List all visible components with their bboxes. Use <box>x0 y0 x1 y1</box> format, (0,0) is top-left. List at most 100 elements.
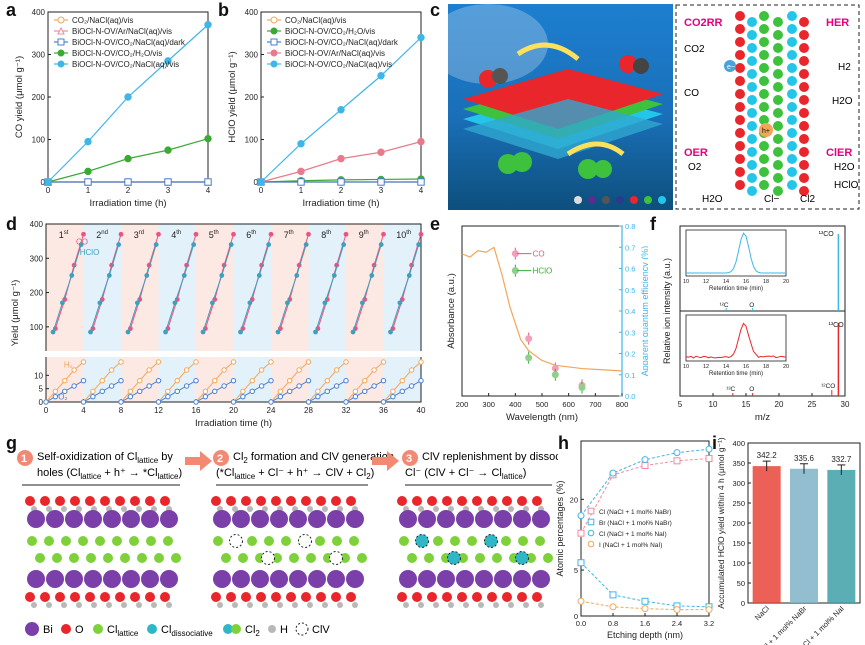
data-point <box>88 330 93 335</box>
h-atom <box>217 602 223 608</box>
o-atom <box>271 496 281 506</box>
bi-atom <box>399 570 417 588</box>
data-point <box>391 389 395 393</box>
h-atom <box>136 506 142 512</box>
cyan-atom <box>787 167 797 177</box>
h-atom <box>61 506 67 512</box>
bi-atom <box>418 570 436 588</box>
bi-atom <box>437 510 455 528</box>
bi-atom <box>65 510 83 528</box>
data-point <box>372 368 376 372</box>
data-point <box>338 155 344 161</box>
step-2-num: 2 <box>217 453 223 465</box>
legend-marker <box>58 39 64 45</box>
bi-atom <box>289 510 307 528</box>
y-tick-label: 400 <box>32 8 46 17</box>
o-atom <box>25 592 35 602</box>
o-atom <box>286 496 296 506</box>
data-point <box>109 368 113 372</box>
cl-atom <box>773 56 783 66</box>
y-tick-label: 50 <box>737 579 745 588</box>
clv-site <box>448 552 461 565</box>
bi-atom <box>213 570 231 588</box>
cyan-atom <box>747 134 757 144</box>
h-atom <box>106 602 112 608</box>
o-atom <box>25 496 35 506</box>
data-point <box>205 135 211 141</box>
step-3-num: 3 <box>406 453 412 465</box>
y-tick-label: 200 <box>30 289 44 298</box>
o-atom <box>55 496 65 506</box>
cl-atom <box>773 160 783 170</box>
h-atom <box>337 602 343 608</box>
o-atom <box>100 592 110 602</box>
y-tick-label: 20 <box>570 495 578 504</box>
x-tick-label: 4 <box>206 186 211 195</box>
data-point <box>338 107 344 113</box>
cyan-atom <box>787 50 797 60</box>
data-point <box>175 389 179 393</box>
o-atom <box>271 592 281 602</box>
x-tick-label: 5 <box>678 400 683 409</box>
cl-atom <box>171 553 181 563</box>
bi-atom <box>456 510 474 528</box>
data-point <box>313 330 318 335</box>
o-atom <box>799 108 809 118</box>
o-atom <box>70 592 80 602</box>
o-atom <box>427 496 437 506</box>
cl-atom <box>357 553 367 563</box>
cl-atom <box>759 154 769 164</box>
cl-atom <box>61 536 71 546</box>
inset-tick-label: 18 <box>763 279 769 285</box>
label-co2rr: CO2RR <box>684 17 723 29</box>
data-point <box>269 400 273 404</box>
data-point <box>278 389 282 393</box>
data-point <box>276 330 281 335</box>
h-atom <box>322 602 328 608</box>
cl-atom <box>120 553 130 563</box>
data-point <box>306 232 311 237</box>
legend-marker <box>58 17 64 23</box>
bi-atom <box>251 510 269 528</box>
x-tick-label: 25 <box>808 400 817 409</box>
cyan-atom <box>747 160 757 170</box>
inset-tick-label: 16 <box>743 364 749 370</box>
o-atom <box>286 592 296 602</box>
legend-marker <box>271 39 277 45</box>
y2-tick-label: 0.6 <box>625 265 635 274</box>
y2-tick-label: 0.8 <box>625 222 635 231</box>
data-point <box>418 138 424 144</box>
cycle-band <box>309 224 347 402</box>
data-point <box>298 179 304 185</box>
y-axis-label: HClO yield (μmol g⁻¹) <box>227 51 238 142</box>
o-atom <box>331 496 341 506</box>
o-atom <box>397 592 407 602</box>
data-point <box>194 400 198 404</box>
data-point <box>407 273 412 278</box>
cl-atom <box>137 553 147 563</box>
data-point <box>578 530 584 536</box>
data-point <box>125 155 131 161</box>
legend-clv-icon <box>296 623 308 635</box>
bi-atom <box>270 570 288 588</box>
h-atom <box>508 506 514 512</box>
cl-atom <box>315 536 325 546</box>
inset-tick-label: 10 <box>683 279 689 285</box>
data-point <box>334 368 338 372</box>
legend-cl-dissociative-icon <box>147 624 157 634</box>
cl-atom <box>501 536 511 546</box>
o-atom <box>85 496 95 506</box>
bi-atom <box>141 510 159 528</box>
o-atom <box>799 82 809 92</box>
legend-label: BiOCl-N-OV/CO₂/NaCl(aq)/vis <box>72 60 179 69</box>
x-tick-label: 600 <box>562 400 575 409</box>
y2-axis-label: Apparent quantum efficiency (%) <box>640 246 648 376</box>
label-co: CO <box>533 250 545 259</box>
legend-marker <box>58 50 64 56</box>
data-point <box>297 384 301 388</box>
data-point <box>128 389 132 393</box>
y-tick-label: 5 <box>39 385 44 394</box>
x-tick-label: 32 <box>342 406 351 415</box>
data-point <box>391 394 395 398</box>
h-atom <box>121 602 127 608</box>
